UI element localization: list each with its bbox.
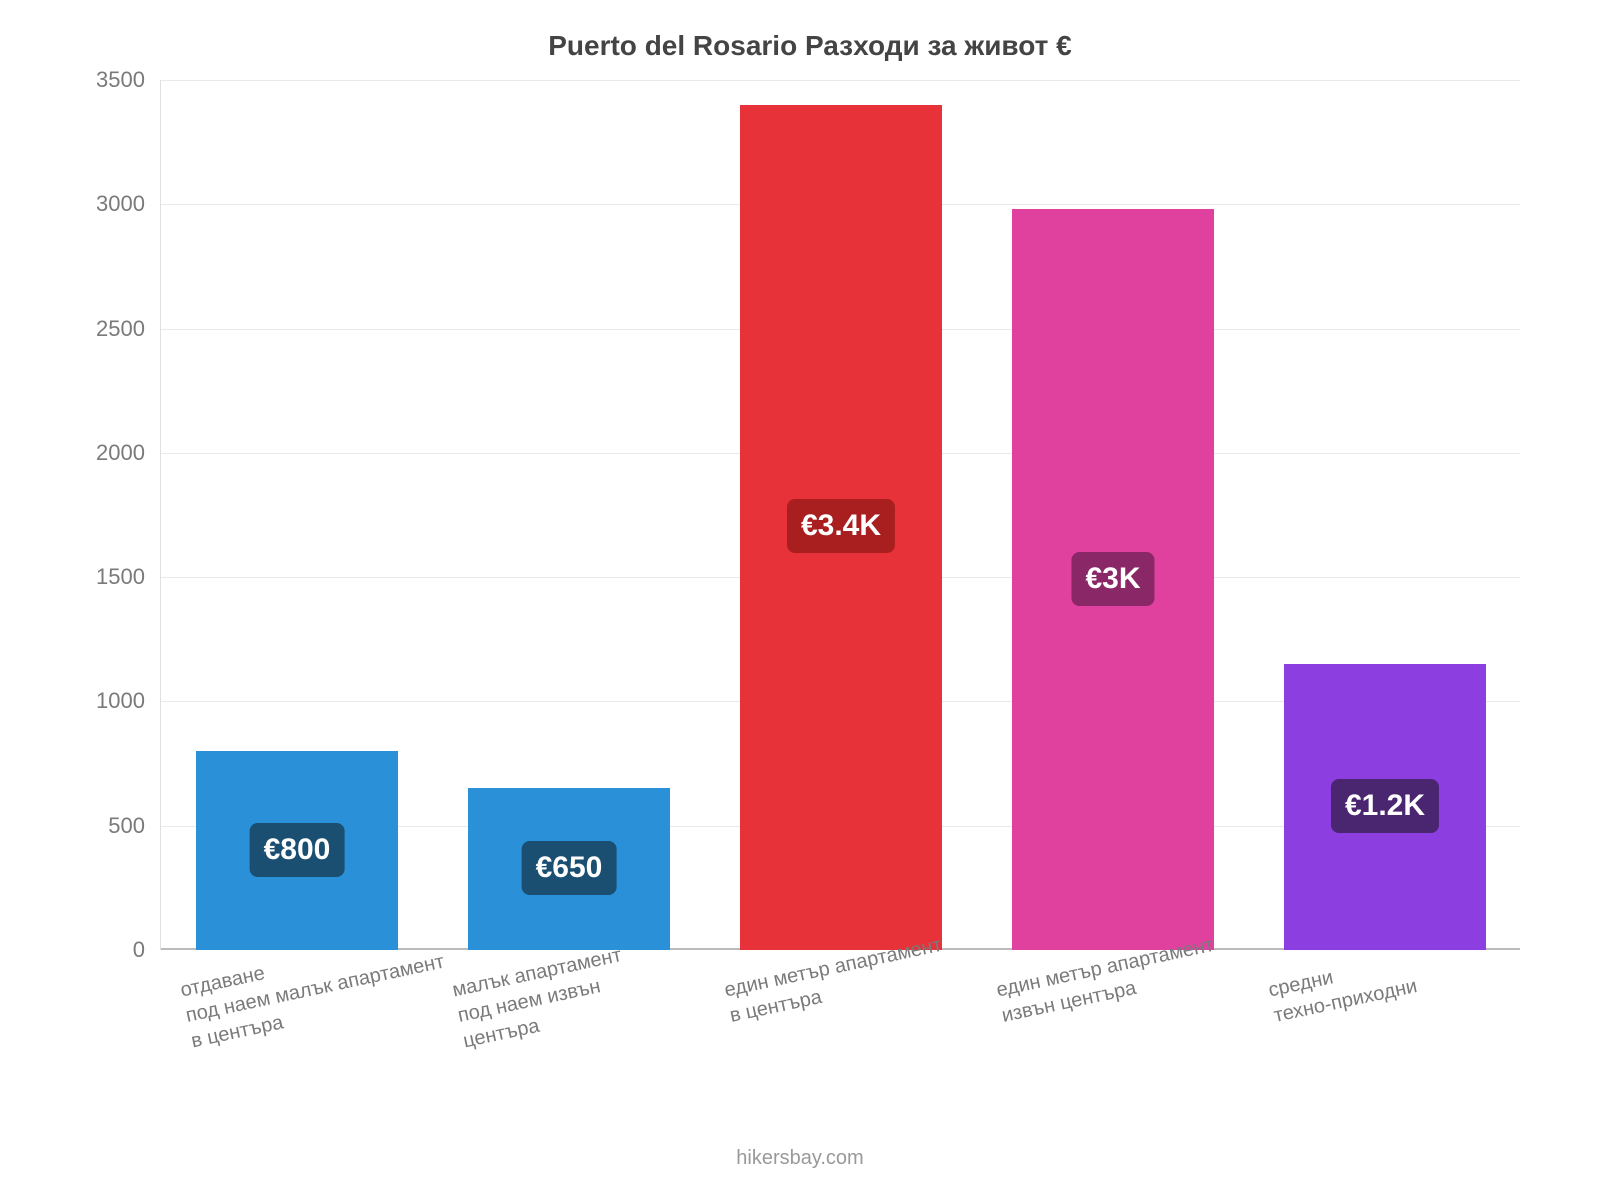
x-axis-label: малък апартамент под наем извън центъра [450, 942, 635, 1054]
chart-container: Puerto del Rosario Разходи за живот € 05… [90, 50, 1530, 1050]
ytick-label: 1000 [65, 688, 145, 714]
value-badge: €3.4K [787, 499, 895, 553]
value-badge: €800 [250, 823, 345, 877]
ytick-label: 3500 [65, 67, 145, 93]
gridline [161, 80, 1520, 81]
plot-area: 0500100015002000250030003500€800отдаване… [160, 80, 1520, 950]
value-badge: €650 [522, 841, 617, 895]
ytick-label: 500 [65, 813, 145, 839]
chart-title: Puerto del Rosario Разходи за живот € [90, 30, 1530, 62]
ytick-label: 3000 [65, 191, 145, 217]
ytick-label: 2500 [65, 316, 145, 342]
ytick-label: 2000 [65, 440, 145, 466]
value-badge: €1.2K [1331, 779, 1439, 833]
x-axis-label: средни техно-приходни [1266, 948, 1420, 1029]
ytick-label: 0 [65, 937, 145, 963]
ytick-label: 1500 [65, 564, 145, 590]
value-badge: €3K [1071, 552, 1154, 606]
attribution-text: hikersbay.com [0, 1147, 1600, 1170]
